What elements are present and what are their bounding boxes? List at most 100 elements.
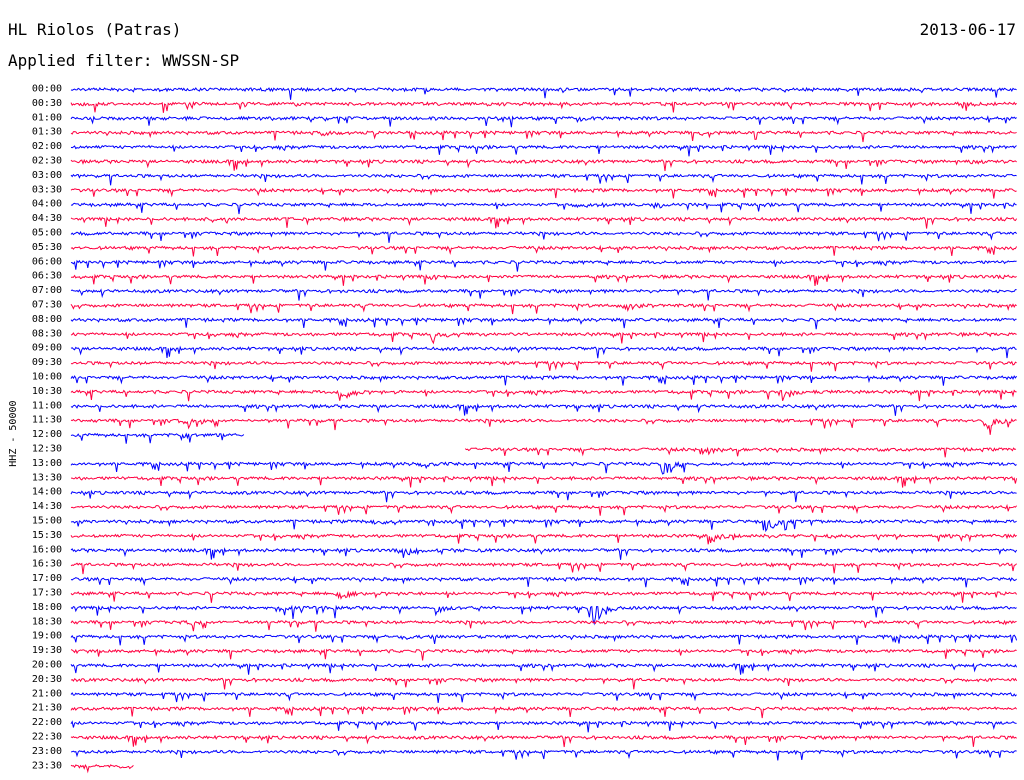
trace-1800 — [70, 604, 1017, 626]
tick-label: 23:00 — [32, 746, 62, 757]
filter-label: Applied filter: WWSSN-SP — [8, 51, 240, 70]
trace-0700 — [70, 288, 1017, 301]
tick-label: 00:00 — [32, 84, 62, 95]
y-axis-label-group: HHZ - 50000 — [8, 400, 19, 466]
tick-label: 13:00 — [32, 458, 62, 469]
tick-label: 01:00 — [32, 112, 62, 123]
trace-2000 — [70, 662, 1018, 675]
trace-2100 — [70, 691, 1017, 703]
tick-label: 08:00 — [32, 314, 62, 325]
trace-0330 — [70, 187, 1017, 199]
trace-0030 — [70, 101, 1017, 113]
station-title: HL Riolos (Patras) — [8, 20, 182, 39]
tick-label: 12:30 — [32, 444, 62, 455]
trace-0600 — [70, 259, 1017, 272]
tick-label: 15:30 — [32, 530, 62, 541]
trace-1630 — [70, 562, 1017, 575]
trace-1130 — [70, 418, 1017, 435]
tick-label: 15:00 — [32, 516, 62, 527]
tick-label: 19:00 — [32, 631, 62, 642]
tick-label: 19:30 — [32, 645, 62, 656]
trace-2300 — [70, 749, 1017, 761]
tick-label: 10:30 — [32, 386, 62, 397]
tick-label: 06:30 — [32, 271, 62, 282]
trace-0130 — [70, 130, 1017, 143]
trace-1100 — [70, 403, 1017, 416]
time-tick-labels: 00:00 00:30 01:00 01:30 02:00 02:30 03:00 03:30… — [32, 84, 62, 772]
y-axis-label: HHZ - 50000 — [8, 400, 19, 466]
trace-1530 — [70, 532, 1017, 545]
tick-label: 18:00 — [32, 602, 62, 613]
trace-2200 — [70, 720, 1017, 733]
trace-1330 — [70, 475, 1018, 488]
trace-0630 — [70, 273, 1017, 286]
trace-2130 — [70, 706, 1017, 719]
tick-label: 20:00 — [32, 660, 62, 671]
tick-label: 04:30 — [32, 213, 62, 224]
tick-label: 04:00 — [32, 199, 62, 210]
trace-1430 — [70, 503, 1017, 516]
trace-0800 — [70, 317, 1017, 330]
trace-1600 — [70, 547, 1018, 560]
tick-label: 14:00 — [32, 487, 62, 498]
seismic-traces — [70, 86, 1018, 774]
tick-label: 11:00 — [32, 400, 62, 411]
tick-label: 09:00 — [32, 343, 62, 354]
trace-0530 — [70, 244, 1018, 257]
tick-label: 08:30 — [32, 328, 62, 339]
trace-1230 — [464, 446, 1017, 458]
trace-1900 — [70, 634, 1018, 646]
tick-label: 06:00 — [32, 256, 62, 267]
trace-0730 — [70, 302, 1017, 315]
tick-label: 16:30 — [32, 559, 62, 570]
trace-0100 — [70, 115, 1017, 128]
trace-1300 — [70, 461, 1017, 475]
tick-label: 02:30 — [32, 156, 62, 167]
tick-label: 07:00 — [32, 285, 62, 296]
tick-label: 00:30 — [32, 98, 62, 109]
trace-1200 — [70, 432, 245, 444]
trace-1400 — [70, 489, 1017, 503]
trace-0200 — [70, 144, 1017, 157]
tick-label: 21:30 — [32, 703, 62, 714]
trace-1830 — [70, 619, 1017, 632]
tick-label: 07:30 — [32, 300, 62, 311]
trace-0000 — [70, 86, 1017, 100]
tick-label: 05:00 — [32, 228, 62, 239]
tick-label: 09:30 — [32, 357, 62, 368]
tick-label: 16:00 — [32, 544, 62, 555]
tick-label: 22:30 — [32, 732, 62, 743]
trace-2230 — [70, 734, 1017, 748]
tick-label: 11:30 — [32, 415, 62, 426]
tick-label: 01:30 — [32, 127, 62, 138]
trace-0300 — [70, 173, 1017, 186]
tick-label: 18:30 — [32, 616, 62, 627]
tick-label: 03:00 — [32, 170, 62, 181]
tick-label: 14:30 — [32, 501, 62, 512]
trace-2030 — [70, 677, 1018, 690]
tick-label: 17:30 — [32, 588, 62, 599]
tick-label: 21:00 — [32, 688, 62, 699]
tick-label: 12:00 — [32, 429, 62, 440]
tick-label: 23:30 — [32, 760, 62, 771]
trace-0500 — [70, 230, 1017, 243]
tick-label: 05:30 — [32, 242, 62, 253]
tick-label: 22:00 — [32, 717, 62, 728]
tick-label: 20:30 — [32, 674, 62, 685]
trace-1700 — [70, 575, 1017, 588]
trace-0430 — [70, 215, 1018, 229]
trace-1000 — [70, 374, 1018, 386]
trace-1500 — [70, 518, 1017, 533]
trace-1730 — [70, 590, 1018, 603]
tick-label: 10:00 — [32, 372, 62, 383]
trace-1030 — [70, 388, 1017, 402]
tick-label: 13:30 — [32, 472, 62, 483]
trace-0900 — [70, 345, 1017, 359]
trace-0230 — [70, 158, 1017, 172]
tick-label: 03:30 — [32, 184, 62, 195]
trace-0400 — [70, 201, 1017, 215]
tick-label: 17:00 — [32, 573, 62, 584]
trace-1930 — [70, 648, 1017, 661]
record-date: 2013-06-17 — [919, 20, 1016, 39]
